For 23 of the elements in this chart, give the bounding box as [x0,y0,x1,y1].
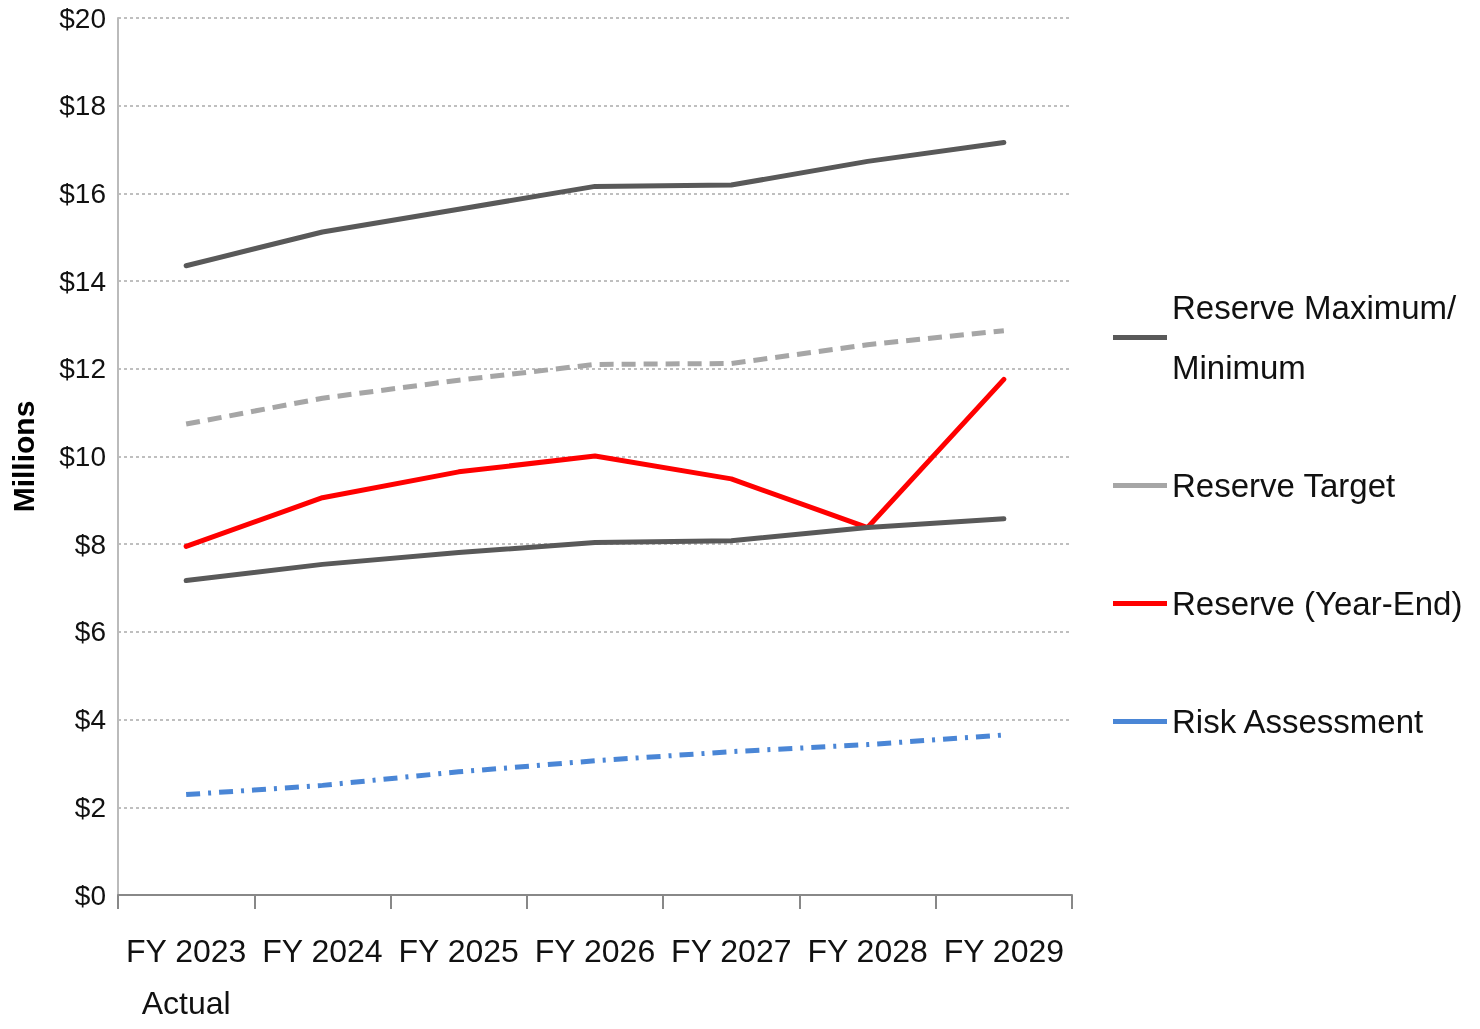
x-tick-label: FY 2027 [671,933,792,969]
y-tick-label: $18 [59,90,106,122]
y-tick-label: $14 [59,265,106,297]
y-tick-label: $6 [74,616,106,648]
y-tick-label: $10 [59,441,106,472]
y-tick-label: $12 [59,353,106,385]
x-tick-label: FY 2024 [262,933,383,969]
x-tick-label: FY 2029 [943,933,1065,969]
y-tick-label: $4 [74,704,106,736]
y-tick-label: $2 [74,791,106,823]
x-tick-label: FY 2025 [398,933,519,969]
legend-label: Reserve Target [1172,467,1396,504]
legend-label: Reserve Maximum/Minimum [1172,289,1458,386]
y-axis-title: Millions [6,400,40,513]
y-tick-label: $0 [74,879,106,911]
legend-label: Risk Assessment [1172,703,1424,740]
y-tick-label: $20 [59,2,106,34]
x-tick-label: FY 2028 [807,933,928,969]
x-tick-label: FY 2026 [534,933,656,969]
y-tick-label: $16 [59,177,106,209]
legend-label: Reserve (Year-End) [1172,585,1463,622]
x-tick-label: FY 2023 Actual [125,933,247,1021]
y-tick-label: $8 [74,528,106,560]
